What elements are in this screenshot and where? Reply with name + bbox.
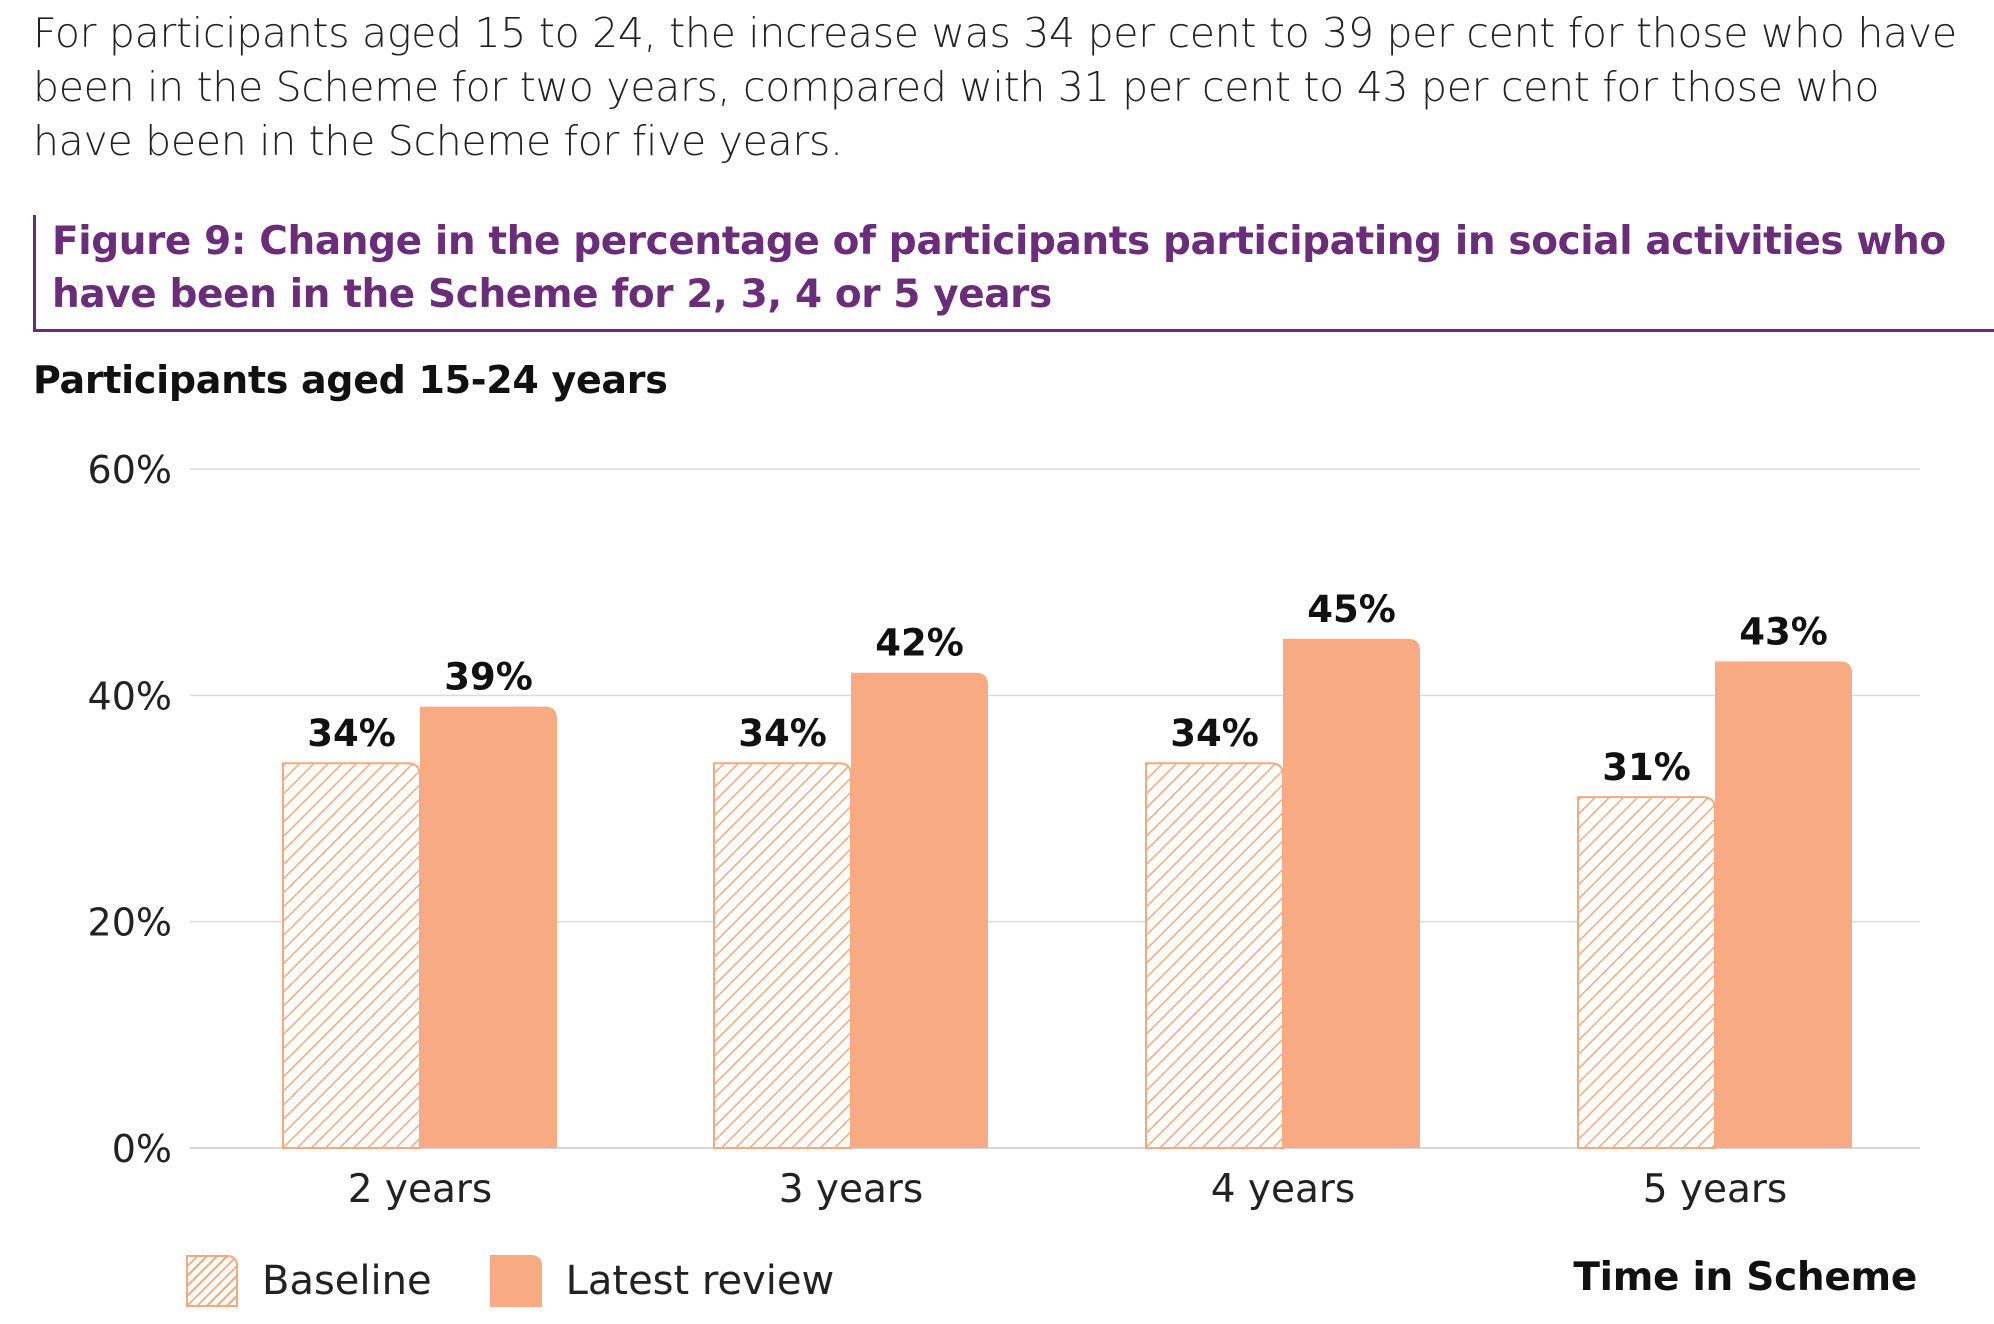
- data-label: 34%: [738, 712, 827, 755]
- figure-title-line-2: have been in the Scheme for 2, 3, 4 or 5…: [52, 272, 1052, 317]
- legend-label-latest-review: Latest review: [565, 1258, 835, 1304]
- bar-chart: 0% 20% 40% 60% 34% 39% 34% 42% 34% 45% 31% 43% 2 y…: [88, 448, 1920, 1210]
- bar-latest-review: [420, 706, 557, 1148]
- chart-subtitle: Participants aged 15-24 years: [33, 358, 668, 402]
- legend-label-baseline: Baseline: [262, 1258, 432, 1304]
- x-tick-label: 4 years: [1211, 1167, 1356, 1210]
- y-axis-ticks: 0% 20% 40% 60%: [88, 448, 172, 1171]
- y-tick-label: 60%: [88, 448, 172, 492]
- figure-title: Figure 9: Change in the percentage of pa…: [33, 215, 1994, 332]
- legend-swatch-latest-review: [489, 1255, 542, 1307]
- legend-item-latest-review: Latest review: [489, 1255, 835, 1307]
- data-label: 39%: [444, 656, 533, 699]
- bars: [282, 638, 1852, 1149]
- legend-swatch-baseline: [186, 1255, 238, 1307]
- bar-latest-review: [1715, 661, 1852, 1148]
- data-label: 34%: [307, 712, 396, 755]
- x-tick-label: 2 years: [348, 1167, 493, 1210]
- x-axis-ticks: 2 years 3 years 4 years 5 years: [348, 1167, 1788, 1210]
- chart-legend: Baseline Latest review: [186, 1253, 892, 1309]
- x-tick-label: 3 years: [779, 1167, 924, 1210]
- bar-baseline: [713, 762, 852, 1149]
- bar-baseline: [1577, 796, 1716, 1149]
- data-label: 34%: [1170, 712, 1259, 755]
- data-labels: 34% 39% 34% 42% 34% 45% 31% 43%: [307, 588, 1828, 789]
- data-label: 42%: [875, 622, 964, 665]
- data-label: 43%: [1739, 610, 1828, 653]
- bar-latest-review: [851, 672, 988, 1148]
- bar-baseline: [1145, 762, 1284, 1149]
- figure-title-line-1: Figure 9: Change in the percentage of pa…: [52, 219, 1946, 264]
- bar-baseline: [282, 762, 421, 1149]
- data-label: 45%: [1307, 588, 1396, 631]
- bar-latest-review: [1283, 638, 1420, 1148]
- y-tick-label: 0%: [112, 1127, 172, 1171]
- x-axis-title: Time in Scheme: [1573, 1255, 1917, 1300]
- y-tick-label: 40%: [88, 674, 172, 718]
- intro-paragraph: For participants aged 15 to 24, the incr…: [33, 9, 1957, 165]
- x-tick-label: 5 years: [1643, 1167, 1788, 1210]
- y-tick-label: 20%: [88, 901, 172, 945]
- legend-item-baseline: Baseline: [186, 1255, 432, 1307]
- data-label: 31%: [1602, 746, 1691, 789]
